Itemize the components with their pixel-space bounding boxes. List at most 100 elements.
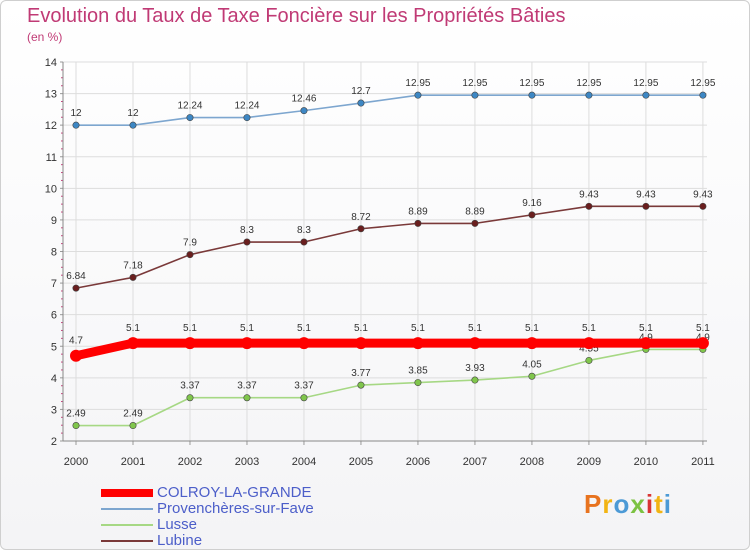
x-tick-label: 2005 (349, 456, 373, 468)
x-tick-label: 2009 (577, 456, 601, 468)
x-tick-label: 2010 (634, 456, 658, 468)
data-label: 12.95 (519, 78, 544, 89)
data-label: 12.46 (291, 94, 316, 105)
data-point (186, 114, 194, 122)
data-point (357, 381, 365, 389)
legend-swatch (101, 540, 153, 542)
data-label: 12.7 (351, 86, 371, 97)
y-tick-label: 2 (51, 436, 57, 448)
data-point (72, 121, 80, 129)
data-point (186, 394, 194, 402)
data-point (300, 107, 308, 115)
data-point (243, 394, 251, 402)
logo-letter: i (663, 489, 672, 519)
y-tick-label: 9 (51, 215, 57, 227)
data-label: 12.95 (462, 78, 487, 89)
data-point (471, 219, 479, 227)
y-tick-label: 13 (45, 89, 57, 101)
series-line (75, 338, 703, 361)
x-tick-label: 2008 (520, 456, 544, 468)
proxiti-logo: Proxiti (584, 489, 672, 520)
data-point (471, 376, 479, 384)
data-point (300, 238, 308, 246)
data-point (354, 337, 367, 350)
data-point (243, 114, 251, 122)
data-point (357, 99, 365, 107)
data-point (471, 91, 479, 99)
x-tick-label: 2002 (178, 456, 202, 468)
data-point (585, 356, 593, 364)
y-tick-label: 6 (51, 310, 57, 322)
y-tick-label: 10 (45, 183, 57, 195)
data-point (699, 91, 707, 99)
data-point (414, 379, 422, 387)
data-point (357, 225, 365, 233)
data-label: 5.1 (240, 323, 254, 334)
data-label: 9.16 (522, 198, 542, 209)
data-label: 5.1 (297, 323, 311, 334)
logo-letter: x (630, 489, 646, 519)
data-point (528, 372, 536, 380)
logo-letter: r (602, 489, 614, 519)
series-colroy-la-grande: 4.7 5.1 5.1 5.1 5.1 5.1 5.1 5.1 5.1 5.1 5.1 5.1 (69, 323, 710, 362)
logo-letter: i (645, 489, 655, 519)
y-tick-label: 12 (45, 120, 57, 132)
data-point (639, 337, 652, 350)
x-tick-label: 2004 (292, 456, 316, 468)
y-tick-label: 8 (51, 247, 57, 259)
data-point (642, 202, 650, 210)
x-tick-label: 2011 (691, 456, 715, 468)
data-label: 6.84 (66, 271, 86, 282)
data-label: 3.77 (351, 368, 371, 379)
data-point (642, 91, 650, 99)
y-tick-label: 7 (51, 278, 57, 290)
legend-label: COLROY-LA-GRANDE (157, 484, 312, 501)
x-tick-label: 2007 (463, 456, 487, 468)
data-label: 8.3 (240, 225, 254, 236)
data-label: 8.89 (408, 206, 428, 217)
series-lusse: 2.492.493.373.373.373.773.853.934.054.55… (66, 332, 710, 430)
data-label: 5.1 (696, 323, 710, 334)
legend-label: Lusse (157, 516, 198, 533)
data-label: 12 (127, 108, 139, 119)
logo-letter: o (613, 489, 631, 519)
data-point (525, 337, 538, 350)
x-tick-label: 2006 (406, 456, 430, 468)
legend-swatch (101, 524, 153, 526)
y-tick-label: 11 (46, 152, 57, 164)
data-point (468, 337, 481, 350)
y-tick-label: 3 (51, 404, 57, 416)
data-point (186, 251, 194, 259)
data-label: 2.49 (66, 409, 86, 420)
data-point (585, 91, 593, 99)
x-tick-label: 2000 (64, 456, 88, 468)
legend-label: Provenchères-sur-Fave (157, 500, 314, 517)
data-label: 8.3 (297, 225, 311, 236)
data-label: 3.85 (408, 366, 428, 377)
data-label: 12.24 (234, 101, 259, 112)
data-point (129, 422, 137, 430)
x-tick-label: 2003 (235, 456, 259, 468)
data-label: 12.24 (177, 101, 202, 112)
data-label: 12.95 (690, 78, 715, 89)
y-tick-label: 5 (51, 341, 57, 353)
data-point (414, 219, 422, 227)
data-point (70, 349, 82, 362)
y-tick-label: 14 (45, 57, 57, 69)
data-label: 5.1 (354, 323, 368, 334)
logo-letter: P (584, 489, 603, 519)
data-point (129, 273, 137, 281)
series-line (76, 94, 703, 126)
data-label: 5.1 (639, 323, 653, 334)
data-label: 9.43 (693, 189, 713, 200)
data-label: 8.72 (351, 212, 371, 223)
legend-swatch (101, 508, 153, 510)
data-label: 12.95 (405, 78, 430, 89)
data-point (129, 121, 137, 129)
data-point (126, 337, 139, 350)
data-label: 7.9 (183, 238, 197, 249)
series-line (75, 205, 703, 289)
data-label: 5.1 (183, 323, 197, 334)
data-label: 4.7 (69, 336, 83, 347)
